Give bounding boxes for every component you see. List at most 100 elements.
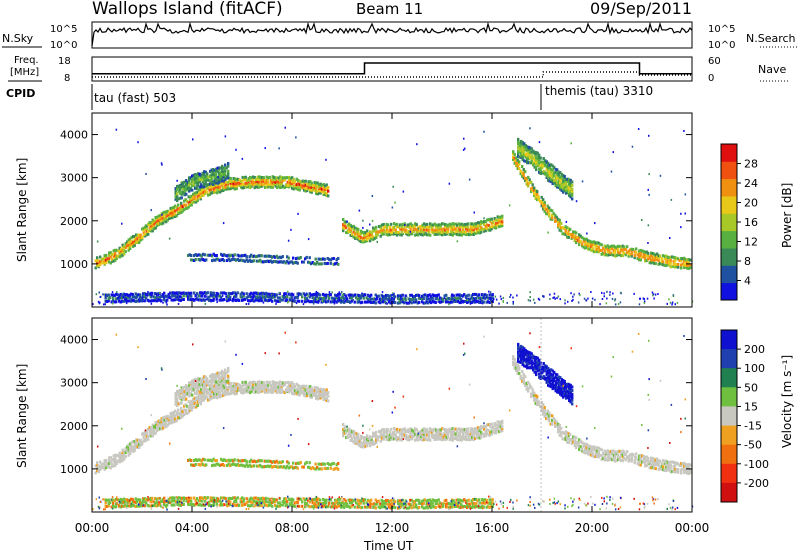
power-echo-cell xyxy=(454,232,457,236)
power-echo-cell xyxy=(203,291,206,294)
power-echo-cell xyxy=(430,225,433,229)
velocity-echo-cell xyxy=(427,435,430,439)
power-echo-cell xyxy=(359,301,362,305)
power-echo-cell xyxy=(593,240,596,244)
velocity-echo-cell xyxy=(642,460,645,464)
power-echo-cell xyxy=(285,176,288,180)
power-echo-cell xyxy=(452,294,455,298)
velocity-echo-cell xyxy=(231,389,234,393)
velocity-echo-cell xyxy=(242,464,245,468)
power-echo-cell xyxy=(188,253,191,257)
velocity-echo-cell xyxy=(564,435,567,439)
velocity-echo-cell xyxy=(548,411,551,415)
velocity-echo-cell xyxy=(650,459,653,463)
velocity-echo-cell xyxy=(169,414,172,418)
power-echo-cell xyxy=(450,223,453,227)
power-noise-cell xyxy=(271,294,274,297)
power-echo-cell xyxy=(591,246,594,250)
velocity-echo-cell xyxy=(267,381,270,385)
power-echo-cell xyxy=(671,255,674,259)
power-echo-cell xyxy=(166,298,169,302)
velocity-echo-cell xyxy=(575,440,578,444)
power-echo-cell xyxy=(249,175,252,179)
power-echo-cell xyxy=(241,175,244,179)
velocity-echo-cell xyxy=(244,458,247,462)
power-echo-cell xyxy=(376,233,379,237)
velocity-echo-cell xyxy=(145,434,148,438)
power-echo-cell xyxy=(301,179,304,183)
power-echo-cell xyxy=(218,176,221,180)
power-echo-cell xyxy=(433,233,436,236)
velocity-echo-cell xyxy=(263,465,266,469)
power-echo-cell xyxy=(414,222,417,226)
power-echo-cell xyxy=(204,182,207,186)
power-echo-cell xyxy=(246,179,249,183)
power-noise-cell xyxy=(167,296,170,299)
power-noise-cell xyxy=(651,291,654,294)
power-echo-cell xyxy=(199,291,202,295)
velocity-echo-cell xyxy=(674,461,677,465)
power-noise-cell xyxy=(549,293,551,296)
power-echo-cell xyxy=(545,175,548,179)
power-echo-cell xyxy=(565,185,568,188)
power-echo-cell xyxy=(424,293,427,297)
power-echo-cell xyxy=(512,152,515,156)
power-echo-cell xyxy=(221,254,224,257)
power-noise-cell xyxy=(653,297,655,300)
velocity-echo-cell xyxy=(193,405,196,409)
power-echo-cell xyxy=(191,258,194,262)
velocity-echo-cell xyxy=(255,385,258,389)
velocity-echo-cell xyxy=(672,460,675,464)
velocity-echo-cell xyxy=(269,464,272,468)
velocity-echo-cell xyxy=(190,459,193,462)
power-echo-cell xyxy=(109,251,112,255)
power-echo-cell xyxy=(492,225,495,229)
power-noise-cell xyxy=(469,300,471,303)
power-echo-cell xyxy=(176,298,179,301)
velocity-echo-cell xyxy=(291,381,294,385)
power-echo-cell xyxy=(256,182,259,186)
velocity-echo-cell xyxy=(578,441,581,445)
power-echo-cell xyxy=(176,184,179,188)
power-echo-cell xyxy=(453,225,456,229)
velocity-echo-cell xyxy=(188,391,191,395)
velocity-echo-cell xyxy=(415,438,418,441)
power-echo-cell xyxy=(287,256,290,260)
power-echo-cell xyxy=(160,295,163,299)
power-echo-cell xyxy=(548,170,551,173)
power-echo-cell xyxy=(280,182,283,186)
velocity-echo-cell xyxy=(180,395,183,399)
velocity-echo-cell xyxy=(521,379,524,383)
power-echo-cell xyxy=(557,179,560,183)
velocity-echo-cell xyxy=(109,460,112,464)
velocity-echo-cell xyxy=(180,397,183,401)
power-echo-cell xyxy=(425,297,428,301)
power-echo-cell xyxy=(357,237,360,241)
power-echo-cell xyxy=(204,170,207,174)
power-echo-cell xyxy=(234,179,237,183)
velocity-echo-cell xyxy=(499,429,502,433)
velocity-echo-cell xyxy=(100,466,103,470)
power-noise-cell xyxy=(473,211,475,214)
power-echo-cell xyxy=(551,179,554,183)
power-noise-cell xyxy=(213,294,216,297)
power-echo-cell xyxy=(376,295,379,299)
power-echo-cell xyxy=(209,253,212,257)
velocity-echo-cell xyxy=(225,390,228,394)
power-echo-cell xyxy=(400,233,403,237)
velocity-echo-cell xyxy=(530,392,533,396)
power-echo-cell xyxy=(151,291,154,295)
velocity-echo-cell xyxy=(648,466,651,470)
velocity-echo-cell xyxy=(379,431,382,435)
velocity-echo-cell xyxy=(305,460,308,464)
power-echo-cell xyxy=(261,184,264,188)
power-echo-cell xyxy=(549,208,552,212)
power-noise-cell xyxy=(151,294,153,297)
power-echo-cell xyxy=(542,169,545,173)
velocity-echo-cell xyxy=(346,434,349,438)
power-echo-cell xyxy=(256,255,259,258)
velocity-echo-cell xyxy=(183,394,186,398)
power-echo-cell xyxy=(323,299,326,303)
velocity-echo-cell xyxy=(596,449,599,453)
